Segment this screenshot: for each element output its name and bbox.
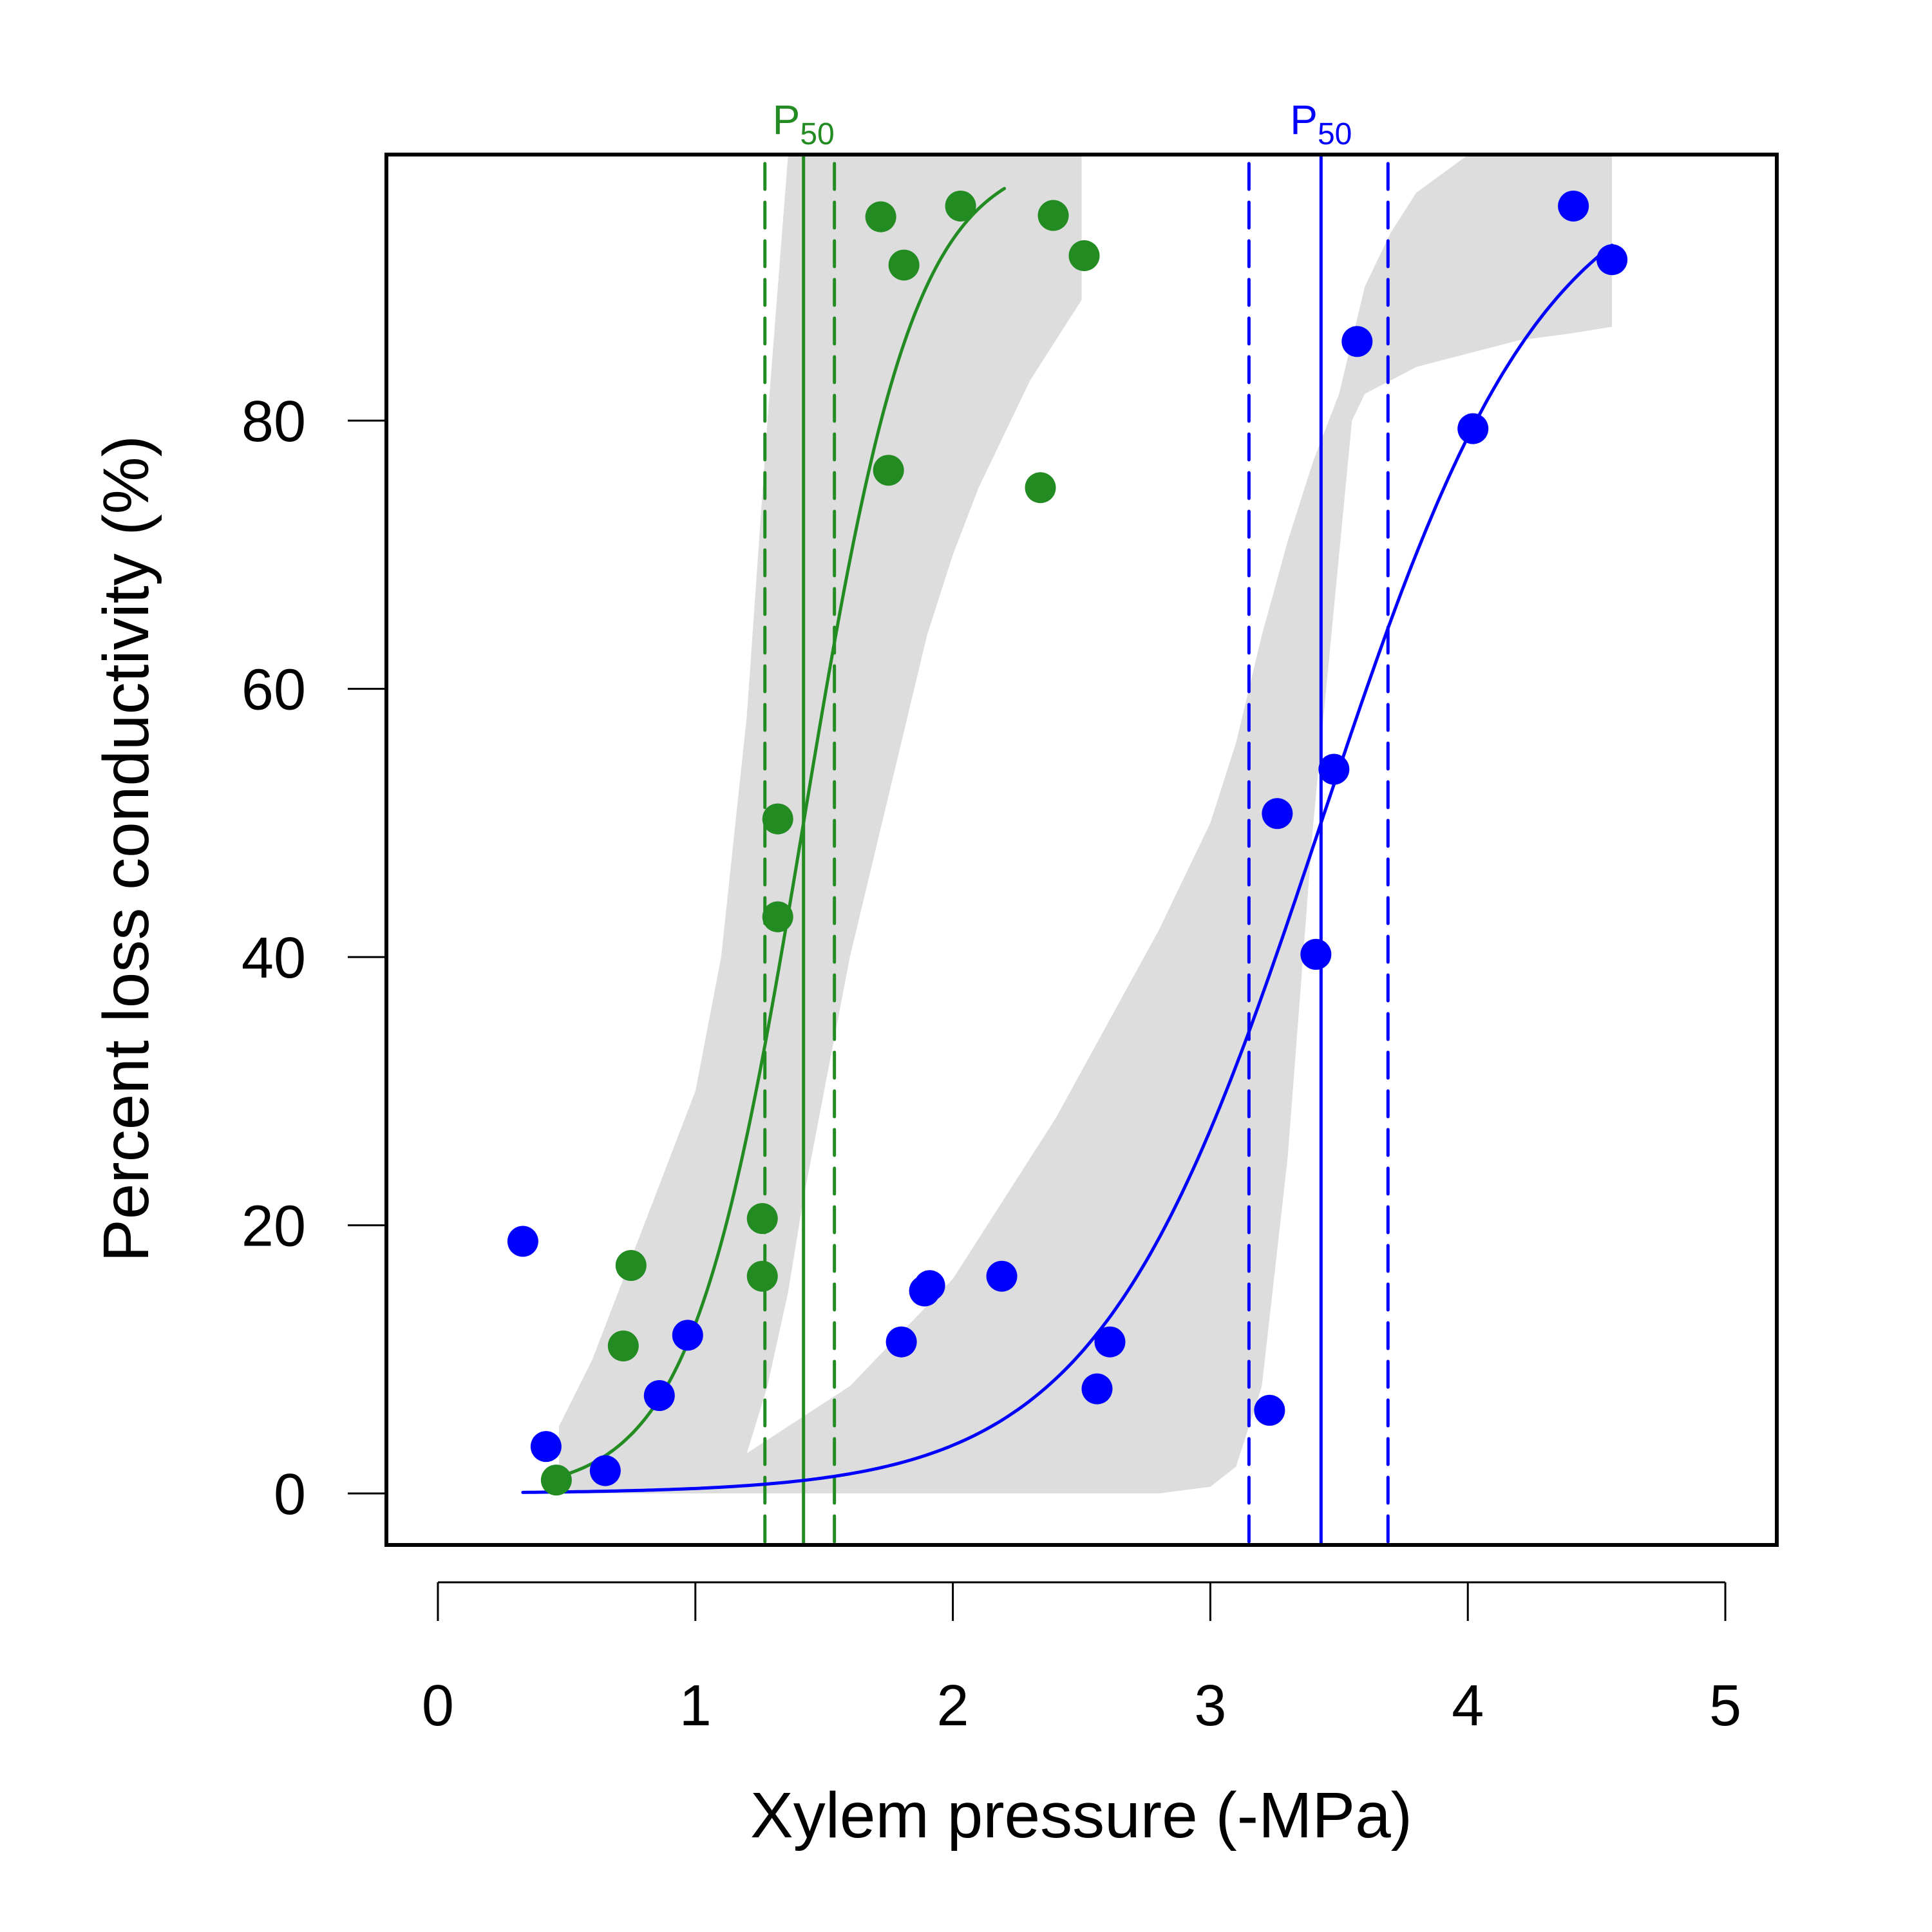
- y-tick-label: 20: [242, 1195, 306, 1259]
- data-point-blue: [1341, 326, 1373, 357]
- data-point-green: [1037, 200, 1069, 231]
- x-axis: 0 1 2 3 4 5: [422, 1581, 1741, 1738]
- data-point-blue: [507, 1226, 538, 1257]
- data-point-green: [945, 190, 976, 222]
- p50-labels: P50 P50: [773, 97, 1352, 151]
- y-tick-label: 60: [242, 658, 306, 723]
- data-point-green: [607, 1330, 639, 1361]
- x-tick-label: 4: [1452, 1674, 1484, 1738]
- confidence-bands: [553, 155, 1613, 1493]
- p50-lines: [763, 155, 1390, 1547]
- data-point-blue: [1596, 244, 1628, 276]
- x-tick-label: 1: [679, 1674, 712, 1738]
- data-point-blue: [1254, 1394, 1285, 1426]
- data-point-green: [873, 455, 904, 486]
- data-point-blue: [914, 1270, 945, 1302]
- data-point-blue: [589, 1455, 621, 1486]
- data-point-blue: [886, 1326, 917, 1358]
- data-point-green: [746, 1203, 778, 1235]
- confidence-band-green: [558, 155, 1082, 1487]
- fit-curve-blue: [521, 243, 1614, 1494]
- y-axis: 0 20 40 60 80: [242, 390, 386, 1527]
- data-point-green: [1025, 472, 1056, 504]
- fit-curve-green: [552, 187, 1007, 1480]
- x-tick-label: 0: [422, 1674, 454, 1738]
- plot-frame: [384, 153, 1779, 1547]
- y-tick-label: 0: [274, 1463, 306, 1527]
- data-point-green: [746, 1260, 778, 1292]
- data-point-blue: [986, 1260, 1018, 1292]
- fit-curves: [521, 187, 1614, 1494]
- data-point-green: [615, 1250, 647, 1282]
- data-points: [507, 190, 1628, 1496]
- confidence-band-blue: [553, 155, 1613, 1493]
- x-tick-label: 2: [937, 1674, 969, 1738]
- y-axis-label: Percent loss conductivity (%): [90, 435, 162, 1262]
- data-point-green: [888, 249, 920, 281]
- y-tick-label: 80: [242, 390, 306, 454]
- data-point-blue: [1318, 753, 1350, 785]
- y-tick-label: 40: [242, 926, 306, 990]
- data-point-green: [762, 803, 793, 835]
- x-tick-label: 5: [1709, 1674, 1741, 1738]
- data-point-blue: [672, 1320, 703, 1351]
- data-point-blue: [643, 1380, 675, 1412]
- data-point-blue: [1558, 190, 1589, 222]
- x-tick-label: 3: [1194, 1674, 1226, 1738]
- p50-label-blue: P50: [1290, 97, 1352, 151]
- data-point-green: [1068, 240, 1100, 272]
- data-point-green: [540, 1464, 572, 1496]
- data-point-blue: [1300, 938, 1332, 970]
- data-point-blue: [1094, 1326, 1126, 1358]
- data-point-blue: [1262, 798, 1293, 829]
- p50-label-green: P50: [773, 97, 835, 151]
- data-point-blue: [1457, 413, 1489, 444]
- data-point-blue: [1081, 1373, 1113, 1405]
- x-axis-label: Xylem pressure (-MPa): [750, 1779, 1412, 1852]
- data-point-blue: [530, 1431, 562, 1463]
- data-point-green: [762, 901, 793, 933]
- data-point-green: [865, 201, 896, 232]
